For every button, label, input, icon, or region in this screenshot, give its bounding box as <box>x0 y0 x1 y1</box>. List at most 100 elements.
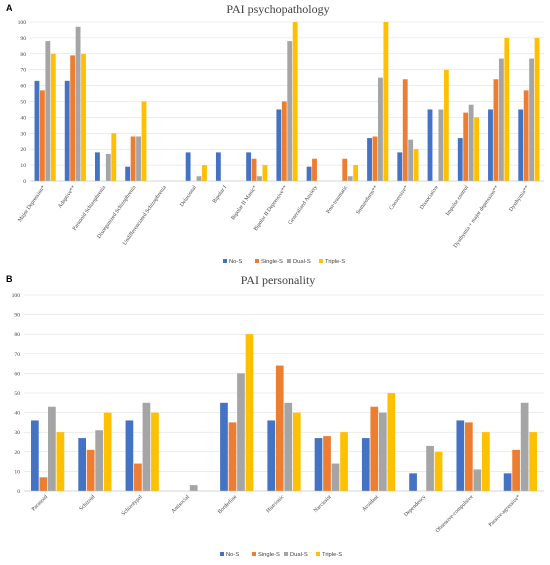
legend-swatch <box>287 259 291 263</box>
bar <box>275 365 284 491</box>
y-tick-label: 40 <box>20 115 26 121</box>
bar <box>383 22 389 181</box>
bar <box>103 412 112 491</box>
bar <box>34 80 40 181</box>
bar <box>314 438 323 491</box>
bar <box>130 136 136 181</box>
bar <box>81 53 86 181</box>
y-tick-label: 10 <box>20 163 26 169</box>
bar <box>408 139 414 181</box>
bar <box>292 22 298 181</box>
bar <box>39 477 48 491</box>
bar <box>529 58 535 181</box>
y-tick-label: 10 <box>14 469 20 475</box>
bar <box>75 26 81 181</box>
bar <box>141 101 147 181</box>
legend-swatch <box>255 259 259 263</box>
bar <box>45 41 51 181</box>
bar <box>520 402 529 491</box>
category-label: Borderline <box>217 494 239 516</box>
legend-label: Single-S <box>258 552 280 558</box>
category-label: Dependency <box>403 494 427 518</box>
bar <box>512 449 520 491</box>
bar <box>262 165 268 181</box>
bar <box>257 176 262 181</box>
y-tick-label: 20 <box>14 450 20 456</box>
bar <box>503 473 512 491</box>
bar <box>413 149 419 181</box>
bar <box>292 412 301 491</box>
y-tick-label: 90 <box>20 36 26 42</box>
category-label: Avoidant <box>361 494 380 513</box>
bar <box>409 473 417 491</box>
y-tick-label: 30 <box>14 430 20 436</box>
legend-swatch <box>223 259 227 263</box>
legend-swatch <box>319 259 323 263</box>
category-label: Conversive* <box>388 185 409 212</box>
bar <box>498 58 504 181</box>
legend-label: No-S <box>226 552 239 558</box>
bar <box>456 420 465 491</box>
y-tick-label: 80 <box>14 332 20 338</box>
bar <box>347 176 353 181</box>
bar <box>50 53 56 181</box>
bar <box>111 133 117 181</box>
y-tick-label: 40 <box>14 411 20 417</box>
bar <box>125 166 131 181</box>
category-label: Paranoid Schizophrenia <box>72 184 108 232</box>
bar <box>267 420 276 491</box>
category-label: Bipolar I <box>212 185 228 205</box>
bar <box>202 165 207 181</box>
category-label: Impulse control <box>445 184 470 217</box>
bar <box>281 101 287 181</box>
y-tick-label: 30 <box>20 131 26 137</box>
category-label: Antisocial <box>170 494 191 515</box>
legend-swatch <box>252 552 256 556</box>
bar <box>372 136 378 181</box>
y-tick-label: 60 <box>20 84 26 90</box>
bar <box>473 469 482 491</box>
legend-swatch <box>284 552 288 556</box>
bar <box>142 402 151 491</box>
bar <box>228 422 237 491</box>
category-label: Histrionic <box>265 494 285 514</box>
y-tick-label: 70 <box>14 352 20 358</box>
bar <box>464 422 473 491</box>
bar <box>185 152 191 181</box>
category-label: Somatoform** <box>354 184 379 216</box>
bar <box>323 436 331 491</box>
legend-swatch <box>220 552 224 556</box>
bar <box>353 165 359 181</box>
legend-label: Triple-S <box>325 259 345 265</box>
bar <box>367 138 372 181</box>
legend-swatch <box>316 552 320 556</box>
y-tick-label: 0 <box>23 179 26 185</box>
bar <box>287 41 293 181</box>
legend-label: Triple-S <box>322 552 342 558</box>
bar <box>434 451 443 491</box>
panel-a-chart: 0 10 20 30 40 50 60 70 80 90 100 Major Depression* A… <box>17 20 544 265</box>
bar <box>284 402 293 491</box>
bar <box>95 152 100 181</box>
bar <box>251 158 257 181</box>
bar <box>105 153 111 181</box>
category-label: Paranoid <box>31 494 49 512</box>
y-tick-label: 100 <box>12 293 21 299</box>
panel-b-title: PAI personality <box>241 273 316 287</box>
bar <box>518 109 524 181</box>
legend-label: No-S <box>229 259 242 265</box>
category-label: Delusional <box>179 184 198 208</box>
bar <box>70 55 76 181</box>
bar <box>378 77 383 181</box>
bar <box>276 109 282 181</box>
category-label: Generalized Anxiety <box>287 185 318 226</box>
y-tick-label: 50 <box>20 100 26 106</box>
legend-label: Dual-S <box>293 259 311 265</box>
category-label: Obsessive-compulsive <box>435 494 475 534</box>
y-tick-label: 100 <box>18 20 27 26</box>
bar <box>237 373 245 491</box>
bar <box>95 430 104 491</box>
bar <box>397 152 403 181</box>
bar <box>402 79 408 181</box>
